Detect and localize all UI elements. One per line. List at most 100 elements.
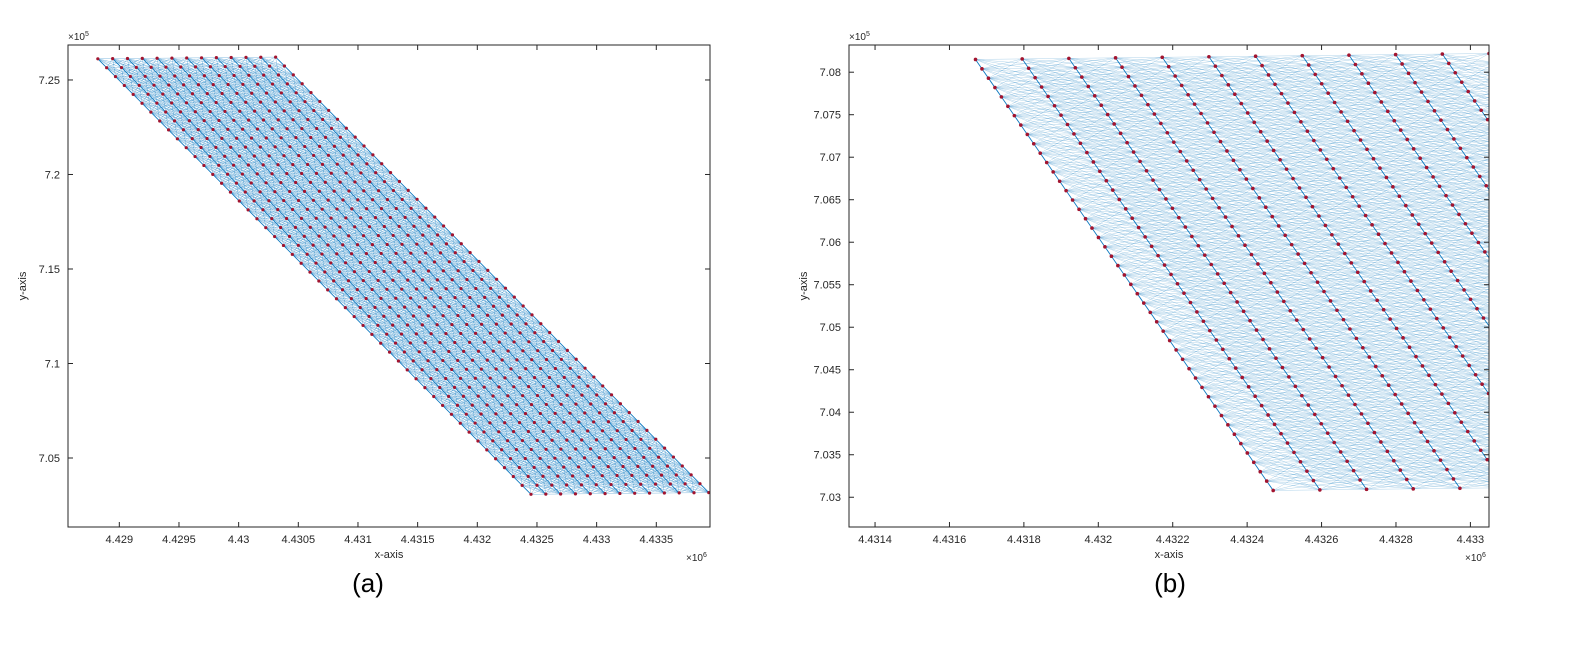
mesh-node [376, 323, 380, 327]
mesh-node [692, 491, 696, 495]
mesh-node [314, 216, 318, 220]
mesh-node [1399, 402, 1404, 406]
mesh-node [379, 341, 383, 345]
mesh-node [1148, 310, 1153, 315]
mesh-node [1227, 356, 1232, 361]
y-tick-label: 7.2 [45, 169, 60, 181]
mesh-node [1232, 432, 1237, 437]
mesh-node [193, 154, 197, 159]
mesh-node [1299, 119, 1303, 124]
mesh-node [196, 83, 201, 87]
mesh-node [382, 180, 387, 184]
mesh-node [412, 224, 416, 228]
mesh-node [1372, 430, 1377, 435]
mesh-node [565, 393, 569, 397]
mesh-node [294, 180, 298, 185]
y-tick-label: 7.03 [820, 492, 841, 504]
mesh-node [290, 252, 294, 256]
mesh-node [1271, 488, 1275, 493]
mesh-node [476, 394, 480, 398]
y-tick-label: 7.05 [39, 453, 60, 465]
mesh-node [1411, 487, 1416, 491]
mesh-node [1331, 166, 1336, 171]
mesh-node [1214, 338, 1219, 342]
mesh-node [1080, 75, 1084, 79]
mesh-node [1261, 337, 1265, 342]
mesh-node [1165, 130, 1170, 135]
mesh-node [340, 288, 345, 292]
mesh-node [503, 376, 507, 380]
mesh-node [412, 269, 416, 273]
mesh-node [553, 456, 557, 460]
mesh-node [520, 483, 524, 488]
mesh-node [261, 208, 265, 212]
mesh-node [170, 56, 174, 60]
mesh-node [312, 153, 316, 158]
mesh-node [1262, 271, 1267, 276]
mesh-node [376, 278, 380, 283]
mesh-node [256, 82, 260, 86]
mesh-node [1406, 411, 1410, 416]
mesh-node [235, 91, 239, 95]
mesh-node [1202, 253, 1207, 257]
mesh-node [999, 95, 1004, 99]
mesh-node [527, 385, 531, 389]
x-tick-label: 4.4322 [1156, 534, 1190, 546]
mesh-node [1251, 186, 1255, 191]
mesh-node [276, 163, 280, 167]
mesh-node [349, 297, 353, 301]
mesh-node [1174, 348, 1178, 352]
mesh-node [276, 208, 280, 212]
mesh-node [1245, 451, 1250, 455]
mesh-node [1152, 112, 1157, 116]
mesh-node [1306, 403, 1311, 407]
x-ticks-a: 4.429 4.4295 4.43 4.4305 4.431 4.4315 4.432 4.4… [106, 45, 673, 546]
mesh-node [1162, 263, 1167, 267]
mesh-node [1252, 120, 1257, 125]
mesh-node [497, 295, 502, 299]
mesh-node [1314, 346, 1318, 351]
mesh-node [199, 145, 203, 150]
mesh-node [1405, 137, 1409, 142]
mesh-node [288, 145, 292, 149]
mesh-node [1196, 243, 1201, 248]
mesh-node [344, 216, 348, 220]
mesh-node [1332, 100, 1337, 105]
mesh-node [344, 171, 348, 175]
mesh-node [364, 252, 368, 256]
mesh-node [300, 171, 304, 176]
mesh-b [975, 53, 1489, 491]
mesh-node [1170, 206, 1175, 211]
mesh-node [1400, 62, 1404, 66]
mesh-node [476, 439, 480, 443]
mesh-node [152, 83, 156, 87]
mesh-node [576, 465, 581, 469]
mesh-node [400, 242, 404, 246]
mesh-node [512, 385, 516, 389]
mesh-node [1206, 394, 1211, 399]
mesh-node [1300, 53, 1305, 58]
mesh-node [270, 217, 274, 221]
x-tick-label: 4.431 [344, 534, 372, 546]
mesh-node [503, 331, 507, 335]
mesh-node [1039, 85, 1044, 89]
mesh-node [276, 73, 281, 77]
y-tick-label: 7.075 [813, 110, 841, 122]
mesh-node [315, 126, 319, 131]
mesh-node [1447, 335, 1452, 340]
mesh-node [243, 145, 248, 149]
mesh-node [1183, 225, 1188, 229]
mesh-node [1207, 54, 1211, 59]
mesh-node [403, 305, 407, 309]
mesh-node [1090, 226, 1094, 230]
mesh-node [1195, 310, 1199, 314]
mesh-node [1156, 253, 1160, 258]
mesh-node [1379, 100, 1384, 104]
mesh-node [497, 385, 501, 389]
mesh-node [311, 198, 315, 202]
mesh-node [476, 349, 481, 353]
mesh-node [559, 402, 563, 406]
mesh-node [388, 215, 392, 220]
y-ticks-b: 7.03 7.035 7.04 7.045 7.05 7.055 7.06 7.065 7.07… [813, 67, 1489, 504]
mesh-node [624, 482, 628, 487]
